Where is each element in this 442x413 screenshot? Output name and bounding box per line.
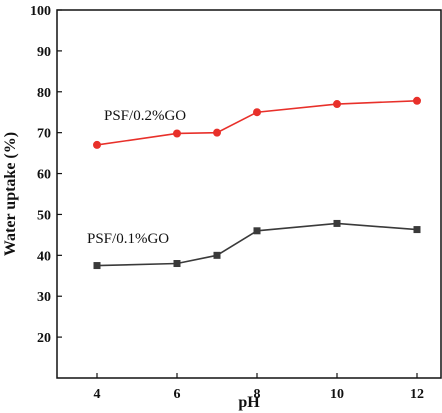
data-point-psf-0-1-go <box>333 219 341 227</box>
y-tick-label: 100 <box>30 4 51 19</box>
data-point-psf-0-2-go <box>93 140 101 149</box>
y-tick-label: 50 <box>37 208 51 223</box>
data-point-psf-0-1-go <box>253 227 261 235</box>
y-tick-label: 40 <box>37 249 51 264</box>
x-tick-label: 8 <box>254 387 261 402</box>
y-tick-label: 80 <box>37 86 51 101</box>
x-tick-label: 12 <box>410 387 424 402</box>
y-tick-label: 60 <box>37 168 51 183</box>
data-point-psf-0-1-go <box>93 262 101 270</box>
x-tick-label: 6 <box>174 387 181 402</box>
data-point-psf-0-1-go <box>413 226 421 234</box>
data-point-psf-0-2-go <box>253 108 261 117</box>
x-axis-title: pH <box>238 394 260 411</box>
data-point-psf-0-1-go <box>213 251 221 259</box>
series-label-psf-0-1-go: PSF/0.1%GO <box>87 231 169 247</box>
y-axis-title: Water uptake (%) <box>2 132 19 256</box>
axes: 20 30 40 50 60 70 80 90 100 4 6 8 10 12 <box>30 4 424 402</box>
x-tick-label: 4 <box>94 387 101 402</box>
y-tick-label: 30 <box>37 290 51 305</box>
data-point-psf-0-1-go <box>173 260 181 268</box>
series-line-psf-0-2-go <box>96 99 418 146</box>
series-layer <box>93 96 421 270</box>
plot-frame <box>56 9 442 379</box>
data-point-psf-0-2-go <box>213 128 221 137</box>
x-tick-label: 10 <box>330 387 344 402</box>
series-line-psf-0-1-go <box>96 222 418 267</box>
data-point-psf-0-2-go <box>173 129 181 138</box>
data-point-psf-0-2-go <box>333 100 341 109</box>
series-label-psf-0-2-go: PSF/0.2%GO <box>104 108 186 124</box>
y-tick-label: 90 <box>37 45 51 60</box>
y-tick-label: 70 <box>37 127 51 142</box>
data-point-psf-0-2-go <box>413 96 421 105</box>
y-tick-label: 20 <box>37 331 51 346</box>
